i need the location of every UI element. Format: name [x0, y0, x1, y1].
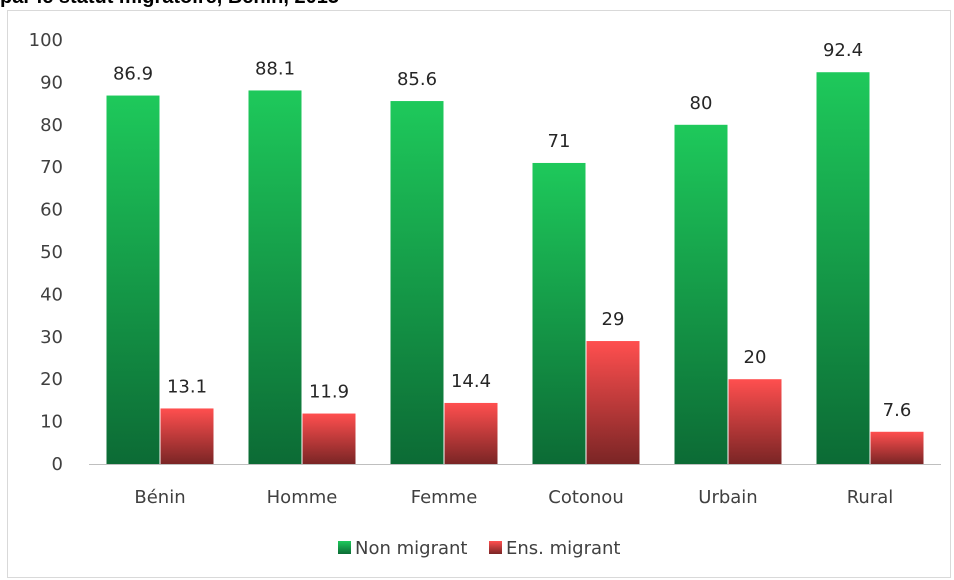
data-label: 86.9: [113, 64, 153, 85]
x-tick-label: Bénin: [134, 487, 185, 508]
y-tick-label: 40: [40, 284, 63, 305]
data-label: 92.4: [823, 40, 863, 61]
bar-migrant-rural[interactable]: [871, 432, 924, 464]
bar-non-migrant-cotonou[interactable]: [533, 163, 586, 464]
x-tick-label: Rural: [847, 487, 894, 508]
y-tick-label: 0: [52, 454, 63, 475]
y-tick-label: 100: [29, 30, 63, 51]
legend-swatch: [338, 541, 351, 554]
bars-group: [107, 72, 924, 464]
data-label: 85.6: [397, 69, 437, 90]
data-label: 88.1: [255, 58, 295, 79]
data-label: 11.9: [309, 382, 349, 403]
data-label: 7.6: [883, 400, 912, 421]
data-labels-group: 86.9 13.1 88.1 11.9 85.6 14.4 71 29 80 20 92.4 7.6: [113, 40, 911, 421]
data-label: 14.4: [451, 371, 491, 392]
x-tick-label: Urbain: [698, 487, 757, 508]
bar-non-migrant-rural[interactable]: [817, 72, 870, 464]
chart-title: par le statut migratoire, Bénin, 2013: [0, 0, 339, 10]
chart-frame: 0 10 20 30 40 50 60 70 80 90 100 86.9 13.1 88.1 11.9 8…: [7, 10, 951, 578]
y-tick-label: 30: [40, 327, 63, 348]
y-tick-label: 60: [40, 200, 63, 221]
data-label: 13.1: [167, 376, 207, 397]
x-axis: Bénin Homme Femme Cotonou Urbain Rural: [134, 487, 893, 508]
data-label: 71: [548, 131, 571, 152]
y-tick-label: 50: [40, 242, 63, 263]
y-tick-label: 90: [40, 72, 63, 93]
y-axis: 0 10 20 30 40 50 60 70 80 90 100: [29, 30, 63, 475]
x-tick-label: Cotonou: [548, 487, 623, 508]
bar-non-migrant-homme[interactable]: [249, 90, 302, 464]
bar-migrant-cotonou[interactable]: [587, 341, 640, 464]
bar-migrant-femme[interactable]: [445, 403, 498, 464]
y-tick-label: 80: [40, 115, 63, 136]
x-tick-label: Femme: [411, 487, 478, 508]
data-label: 20: [744, 347, 767, 368]
y-tick-label: 20: [40, 369, 63, 390]
bar-migrant-homme[interactable]: [303, 414, 356, 464]
y-tick-label: 10: [40, 412, 63, 433]
legend[interactable]: Non migrant Ens. migrant: [338, 538, 620, 559]
bar-migrant-bénin[interactable]: [161, 408, 214, 464]
legend-item-migrant[interactable]: Ens. migrant: [506, 538, 620, 559]
bar-non-migrant-femme[interactable]: [391, 101, 444, 464]
y-tick-label: 70: [40, 157, 63, 178]
bar-non-migrant-bénin[interactable]: [107, 96, 160, 464]
bar-non-migrant-urbain[interactable]: [675, 125, 728, 464]
data-label: 80: [690, 93, 713, 114]
bar-migrant-urbain[interactable]: [729, 379, 782, 464]
data-label: 29: [602, 309, 625, 330]
legend-swatch: [489, 541, 502, 554]
x-tick-label: Homme: [267, 487, 338, 508]
legend-item-non-migrant[interactable]: Non migrant: [355, 538, 467, 559]
